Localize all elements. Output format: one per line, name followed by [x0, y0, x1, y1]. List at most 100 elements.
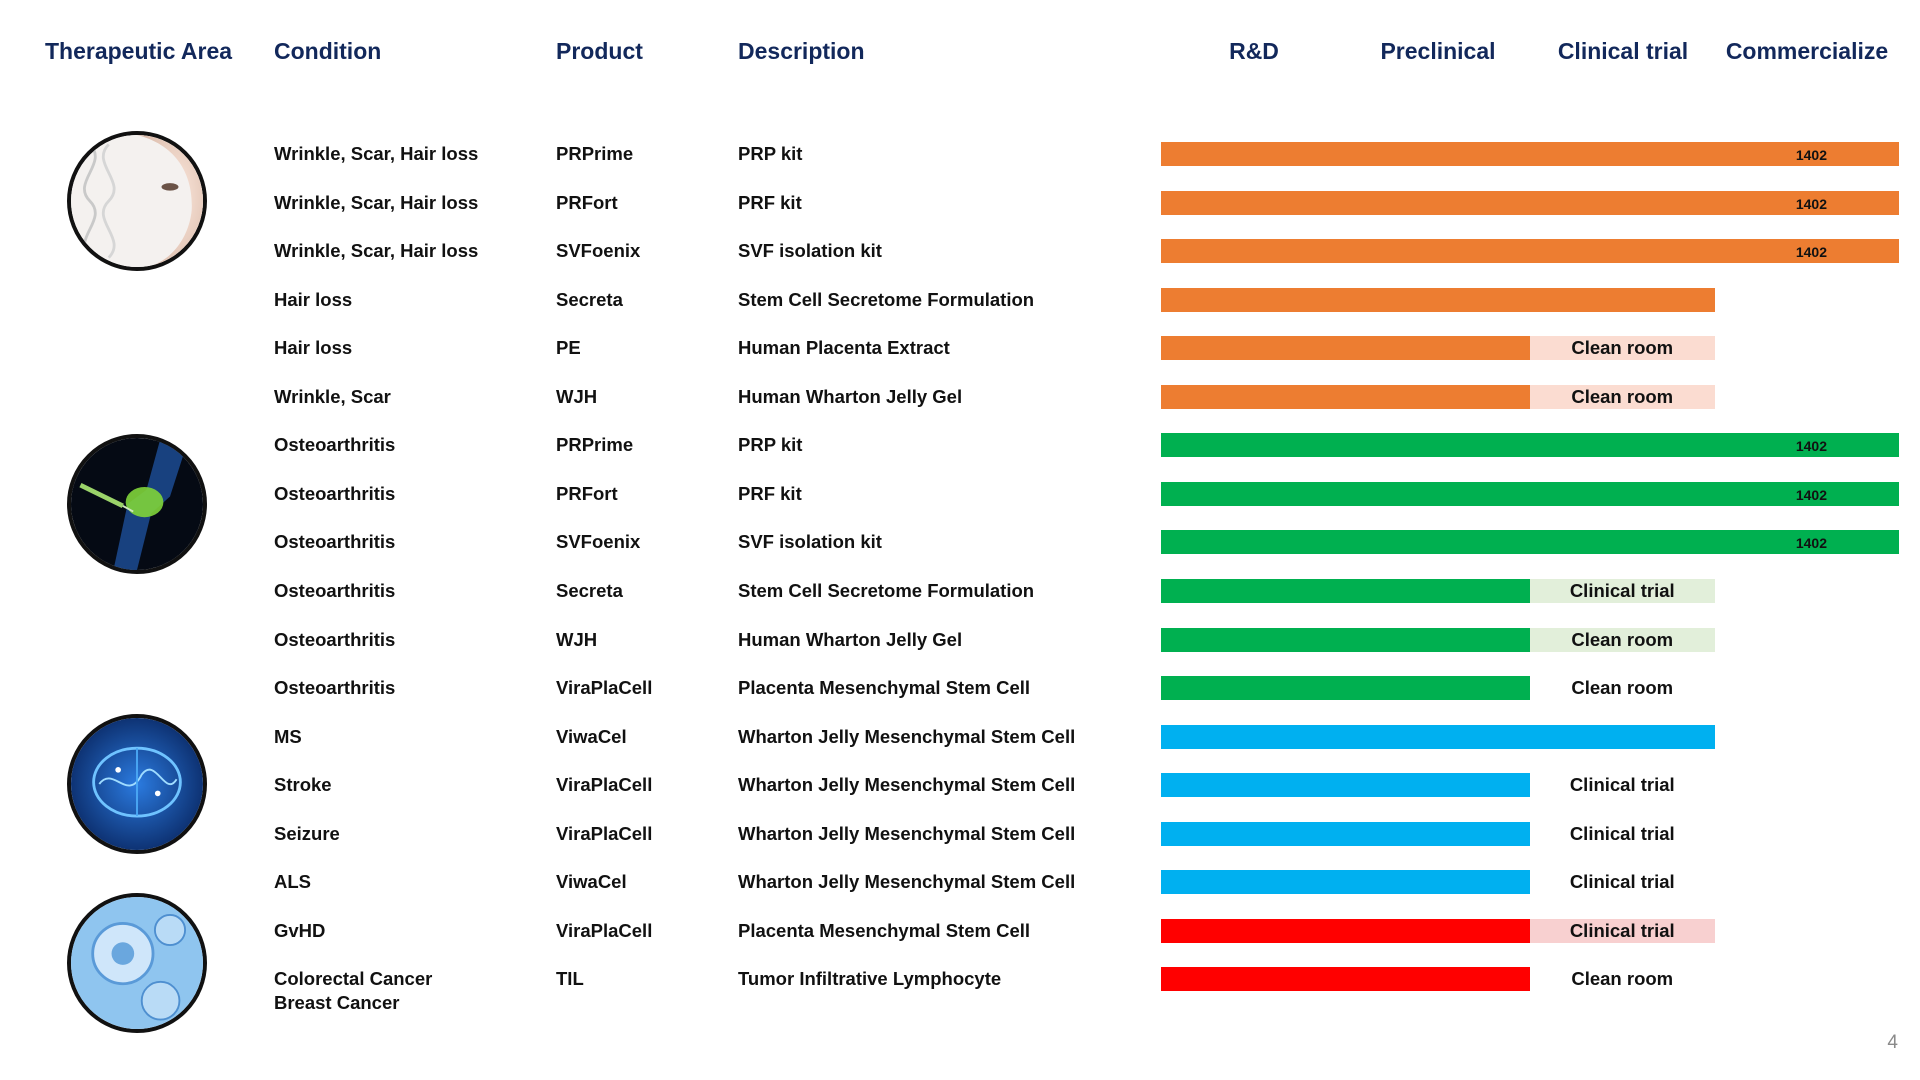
- bar-label: 1402: [1795, 244, 1827, 261]
- header-stage-commercialize: Commercialize: [1725, 38, 1889, 64]
- header-therapeutic-area: Therapeutic Area: [45, 38, 233, 64]
- description-cell: Human Placenta Extract: [738, 337, 950, 359]
- status-label: Clean room: [1530, 627, 1715, 652]
- product-cell: ViwaCel: [556, 871, 627, 893]
- product-cell: PRFort: [556, 191, 618, 213]
- product-cell: PE: [556, 337, 581, 359]
- product-cell: WJH: [556, 628, 598, 650]
- header-description: Description: [738, 38, 865, 64]
- progress-bar: [1161, 773, 1530, 798]
- description-cell: Human Wharton Jelly Gel: [738, 385, 963, 407]
- progress-bar: 1402: [1161, 142, 1899, 166]
- bar-label: 1402: [1795, 438, 1827, 455]
- condition-cell: Osteoarthritis: [274, 482, 396, 504]
- progress-bar: [1161, 967, 1530, 992]
- condition-cell: ALS: [274, 871, 311, 893]
- table-row: MS ViwaCel Wharton Jelly Mesenchymal Stem …: [0, 724, 1920, 751]
- brain-icon: [67, 714, 207, 854]
- description-cell: Wharton Jelly Mesenchymal Stem Cell: [738, 822, 1076, 844]
- description-cell: Tumor Infiltrative Lymphocyte: [738, 968, 1002, 990]
- page-number: 4: [1887, 1032, 1898, 1053]
- progress-bar: [1161, 336, 1530, 361]
- condition-cell-line2: Breast Cancer: [274, 992, 400, 1014]
- product-cell: ViraPlaCell: [556, 822, 653, 844]
- progress-bar: [1161, 676, 1530, 701]
- condition-cell: Osteoarthritis: [274, 628, 396, 650]
- status-label: Clean room: [1571, 968, 1674, 990]
- description-cell: PRP kit: [738, 143, 803, 164]
- description-cell: Human Wharton Jelly Gel: [738, 628, 963, 650]
- product-cell: ViraPlaCell: [556, 677, 653, 699]
- progress-bar: 1402: [1161, 239, 1899, 264]
- table-row: Hair loss Secreta Stem Cell Secretome Form…: [0, 287, 1920, 314]
- condition-cell: MS: [274, 725, 302, 747]
- condition-cell: Osteoarthritis: [274, 677, 396, 699]
- table-row: ALS ViwaCel Wharton Jelly Mesenchymal Stem…: [0, 870, 1920, 896]
- description-cell: Stem Cell Secretome Formulation: [738, 579, 1035, 601]
- description-cell: Placenta Mesenchymal Stem Cell: [738, 677, 1031, 699]
- product-cell: PRPrime: [556, 143, 634, 164]
- progress-bar: 1402: [1161, 481, 1899, 506]
- progress-bar: [1161, 384, 1530, 409]
- description-cell: PRF kit: [738, 191, 802, 213]
- condition-cell: GvHD: [274, 919, 326, 941]
- description-cell: PRF kit: [738, 482, 802, 504]
- progress-bar: [1161, 918, 1530, 943]
- description-cell: Placenta Mesenchymal Stem Cell: [738, 919, 1031, 941]
- product-cell: Secreta: [556, 579, 623, 601]
- product-cell: SVFoenix: [556, 531, 641, 553]
- product-cell: PRFort: [556, 482, 618, 504]
- status-label: Clinical trial: [1569, 822, 1675, 844]
- progress-bar: [1161, 287, 1715, 312]
- description-cell: Stem Cell Secretome Formulation: [738, 288, 1035, 310]
- bar-label: 1402: [1795, 147, 1827, 163]
- product-cell: ViraPlaCell: [556, 919, 653, 941]
- table-row: Wrinkle, Scar, Hair loss SVFoenix SVF isol…: [0, 239, 1920, 265]
- progress-bar: [1161, 870, 1530, 895]
- description-cell: Wharton Jelly Mesenchymal Stem Cell: [738, 774, 1076, 796]
- header-condition: Condition: [274, 38, 382, 64]
- description-cell: SVF isolation kit: [738, 240, 882, 262]
- status-label: Clinical trial: [1569, 774, 1675, 796]
- bar-label: 1402: [1795, 195, 1827, 212]
- progress-bar: [1161, 724, 1715, 749]
- table-row: Wrinkle, Scar, Hair loss PRFort PRF kit 140…: [0, 190, 1920, 217]
- product-cell: PRPrime: [556, 434, 634, 456]
- table-row: Hair loss PE Human Placenta Extract Clean r…: [0, 336, 1920, 362]
- condition-cell: Stroke: [274, 774, 332, 796]
- description-cell: SVF isolation kit: [738, 531, 882, 553]
- product-cell: ViraPlaCell: [556, 774, 653, 796]
- header-product: Product: [556, 38, 643, 64]
- progress-bar: 1402: [1161, 190, 1899, 215]
- condition-cell: Wrinkle, Scar: [274, 385, 391, 407]
- condition-cell: Hair loss: [274, 337, 353, 359]
- table-row: Osteoarthritis WJH Human Wharton Jelly Gel…: [0, 627, 1920, 654]
- table-row: Stroke ViraPlaCell Wharton Jelly Mesenchym…: [0, 773, 1920, 799]
- table-row: Colorectal Cancer Breast Cancer TIL Tumor I…: [0, 967, 1920, 1013]
- table-row: Osteoarthritis PRFort PRF kit 1402: [0, 481, 1920, 508]
- progress-bar: [1161, 627, 1530, 652]
- face-dna-icon: [67, 131, 207, 271]
- description-cell: PRP kit: [738, 434, 803, 456]
- product-cell: ViwaCel: [556, 725, 627, 747]
- progress-bar: [1161, 821, 1530, 846]
- knee-joint-icon: [67, 434, 207, 574]
- table-row: GvHD ViraPlaCell Placenta Mesenchymal Stem…: [0, 918, 1920, 945]
- product-cell: TIL: [556, 968, 584, 990]
- condition-cell: Osteoarthritis: [274, 531, 396, 553]
- condition-cell: Colorectal Cancer: [274, 968, 433, 990]
- header-stage-clinical-trial: Clinical trial: [1557, 38, 1689, 64]
- table-row: Wrinkle, Scar, Hair loss PRPrime PRP kit 14…: [0, 142, 1920, 168]
- status-label: Clinical trial: [1530, 578, 1715, 603]
- table-row: Osteoarthritis SVFoenix SVF isolation kit 1…: [0, 530, 1920, 556]
- product-cell: SVFoenix: [556, 240, 641, 262]
- status-label: Clean room: [1530, 336, 1715, 361]
- status-label: Clinical trial: [1530, 918, 1715, 943]
- bar-label: 1402: [1795, 486, 1827, 503]
- condition-cell: Hair loss: [274, 288, 353, 310]
- condition-cell: Wrinkle, Scar, Hair loss: [274, 191, 479, 213]
- condition-cell: Osteoarthritis: [274, 434, 396, 456]
- product-cell: WJH: [556, 385, 598, 407]
- status-label: Clinical trial: [1569, 871, 1675, 893]
- condition-cell: Wrinkle, Scar, Hair loss: [274, 240, 479, 262]
